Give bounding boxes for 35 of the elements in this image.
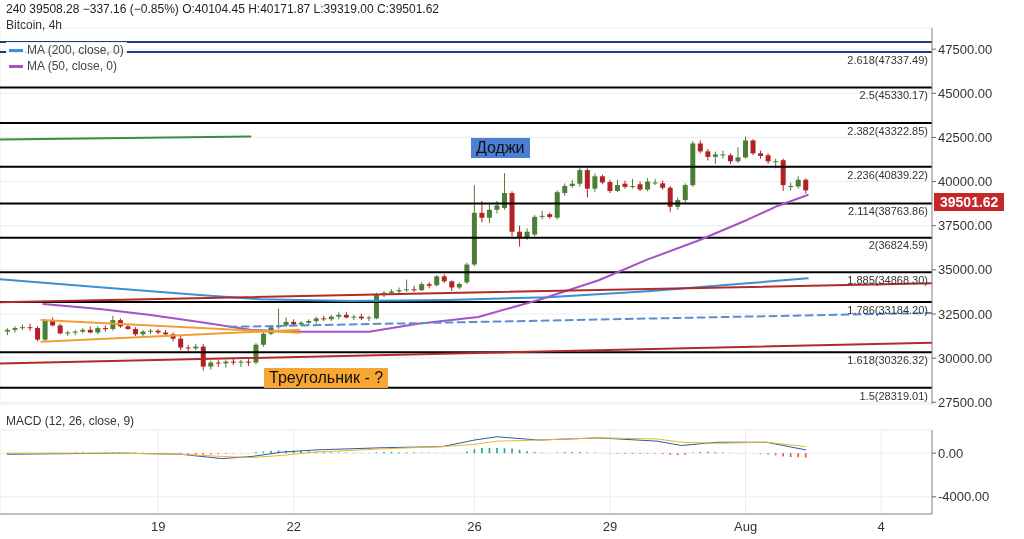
y-tick-label: 35000.00 (938, 262, 993, 278)
chart-title: MACD (12, 26, close, 9) (6, 414, 135, 428)
text: 240 39508.28 −337.16 (−0.85%) O:40104.45 H:40171.87 L:39319.00 C:39501.62 (6, 2, 440, 16)
ref-line-label: 1.885(34868.30) (847, 273, 928, 286)
ref-line-label: 2.618(47337.49) (847, 53, 928, 66)
y-tick-label: 0.00 (938, 445, 964, 461)
text: 39501.62 (934, 193, 1005, 211)
ref-line-label: 2.114(38763.86) (848, 205, 928, 218)
y-tick-label: 37500.00 (938, 218, 993, 234)
y-tick-label: -4000.00 (938, 489, 990, 505)
x-tick-label: 4 (877, 519, 885, 535)
ref-line-label: 2.236(40839.22) (847, 168, 928, 181)
y-tick-label: 30000.00 (938, 350, 993, 366)
ref-line-label: 1.618(30326.32) (847, 354, 928, 367)
x-tick-label: Aug (734, 519, 758, 535)
legend-label: MA (200, close, 0) (26, 42, 124, 58)
ref-line-label: 2.5(45330.17) (859, 89, 928, 102)
y-tick-label: 47500.00 (938, 41, 993, 57)
x-tick-label: 29 (602, 519, 618, 535)
x-tick-label: 22 (286, 519, 301, 535)
y-tick-label: 40000.00 (938, 174, 993, 190)
ref-line-label: 1.786(33184.20) (847, 303, 928, 316)
chart-title: Bitcoin, 4h (6, 18, 63, 32)
x-tick-label: 19 (150, 519, 166, 535)
y-tick-label: 27500.00 (938, 394, 993, 410)
ref-line-label: 1.5(28319.01) (859, 389, 928, 402)
ref-line-label: 2(36824.59) (868, 239, 928, 252)
y-tick-label: 32500.00 (938, 306, 993, 322)
legend-label: MA (50, close, 0) (26, 58, 119, 74)
y-tick-label: 42500.00 (938, 130, 993, 146)
annotation: Доджи (471, 138, 530, 158)
x-tick-label: 26 (467, 519, 482, 535)
y-tick-label: 45000.00 (938, 85, 993, 101)
annotation: Треугольник - ? (264, 368, 389, 388)
ref-line-label: 2.382(43322.85) (847, 124, 928, 137)
